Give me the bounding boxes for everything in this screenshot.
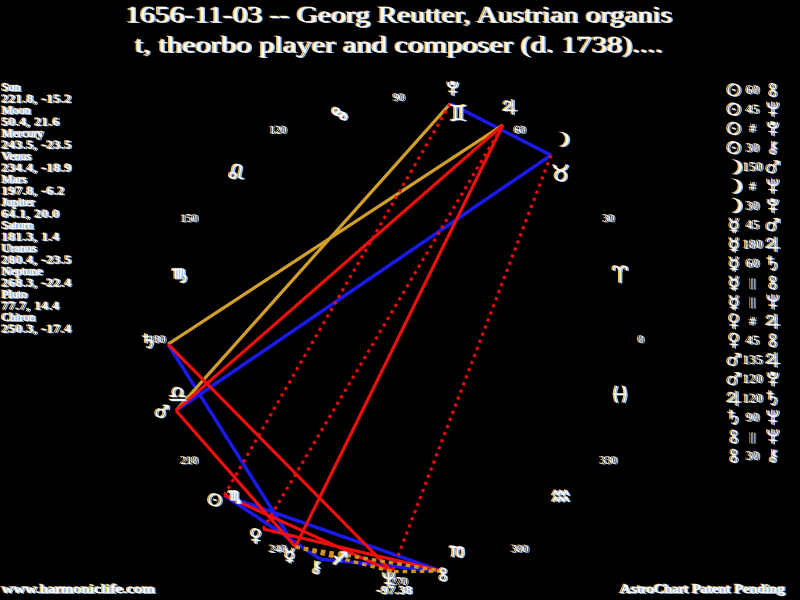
svg-text:197.8, -6.2: 197.8, -6.2 [2,184,65,198]
svg-text:Mars: Mars [2,172,27,186]
svg-text:300: 300 [511,544,529,556]
svg-text:90: 90 [393,92,405,104]
svg-text:180: 180 [148,334,166,346]
svg-text:210: 210 [181,455,199,467]
svg-text:250.3, -17.4: 250.3, -17.4 [2,322,72,336]
svg-text:||: || [750,430,756,444]
svg-text:Chiron: Chiron [2,310,35,324]
svg-text:240: 240 [269,544,287,556]
svg-text:180: 180 [743,237,763,251]
svg-text:45: 45 [746,103,760,117]
svg-text:243.5, -23.5: 243.5, -23.5 [2,138,72,152]
svg-text:50.4, 21.6: 50.4, 21.6 [2,115,60,129]
svg-text:1656-11-03 -- Georg Reutter, A: 1656-11-03 -- Georg Reutter, Austrian or… [126,3,673,28]
svg-text:Neptune: Neptune [2,264,43,278]
svg-text:77.7, 14.4: 77.7, 14.4 [2,299,60,313]
svg-text:270: 270 [390,576,408,588]
svg-text:Mercury: Mercury [2,126,43,140]
svg-text:||: || [750,276,756,290]
svg-text:150: 150 [743,160,763,174]
svg-text:60: 60 [746,83,760,97]
svg-text:30: 30 [746,199,760,213]
svg-text:Uranus: Uranus [2,241,37,255]
svg-text:Saturn: Saturn [2,218,33,232]
svg-text:234.4, -18.9: 234.4, -18.9 [2,161,72,175]
svg-text:#: # [750,314,757,328]
svg-text:45: 45 [746,218,760,232]
svg-text:||: || [750,295,756,309]
svg-text:60: 60 [514,124,526,136]
svg-text:120: 120 [269,124,287,136]
svg-text:Venus: Venus [2,149,32,163]
svg-text:-97.38: -97.38 [377,583,413,597]
svg-text:280.4, -23.5: 280.4, -23.5 [2,253,72,267]
svg-text:90: 90 [746,411,760,425]
svg-text:135: 135 [743,353,763,367]
svg-text:#: # [750,122,757,136]
svg-text:Jupiter: Jupiter [2,195,35,209]
svg-text:45: 45 [746,334,760,348]
svg-text:150: 150 [181,213,199,225]
svg-text:Pluto: Pluto [2,287,27,301]
svg-text:181.3, 1.4: 181.3, 1.4 [2,230,60,244]
svg-text:#: # [750,180,757,194]
svg-text:Sun: Sun [2,80,21,94]
svg-text:60: 60 [746,257,760,271]
svg-text:268.3, -22.4: 268.3, -22.4 [2,276,72,290]
svg-text:221.8, -15.2: 221.8, -15.2 [2,92,72,106]
svg-text:0: 0 [638,334,644,346]
svg-text:30: 30 [746,449,760,463]
svg-text:120: 120 [743,391,763,405]
svg-text:30: 30 [746,141,760,155]
svg-text:30: 30 [603,213,615,225]
svg-text:120: 120 [743,372,763,386]
svg-text:Moon: Moon [2,103,31,117]
svg-text:www.harmoniclife.com: www.harmoniclife.com [2,582,156,596]
svg-text:AstroChart Patent Pending: AstroChart Patent Pending [620,581,786,596]
svg-text:t, theorbo player and composer: t, theorbo player and composer (d. 1738)… [135,33,663,58]
svg-text:64.1, 20.0: 64.1, 20.0 [2,207,60,221]
svg-text:330: 330 [600,455,618,467]
